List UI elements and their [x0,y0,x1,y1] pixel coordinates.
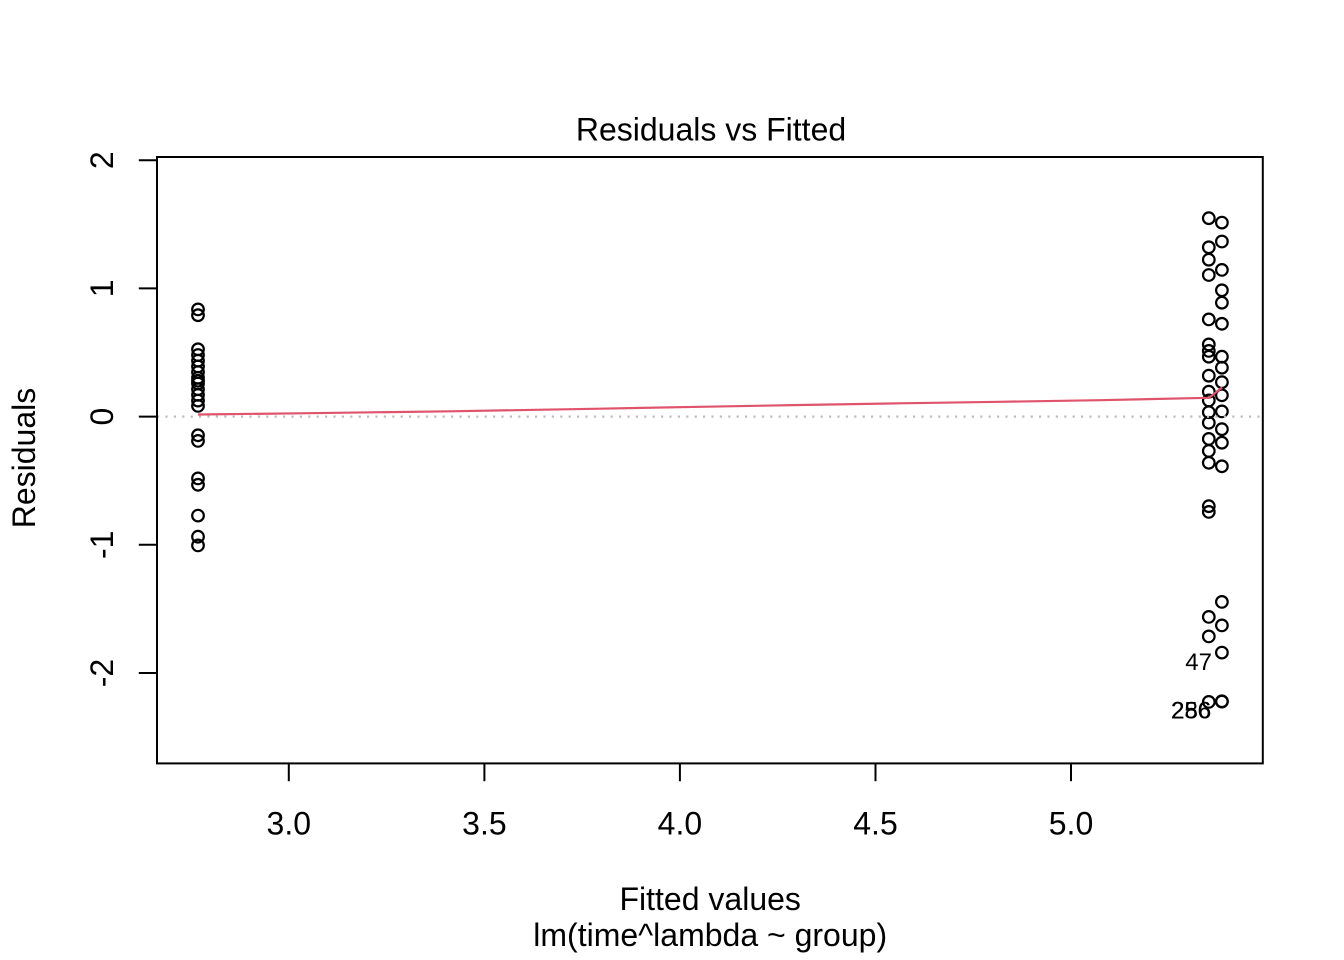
svg-text:4.5: 4.5 [853,806,897,842]
svg-text:Fitted values: Fitted values [619,881,800,917]
svg-text:256: 256 [1171,698,1211,725]
svg-text:lm(time^lambda ~ group): lm(time^lambda ~ group) [533,917,887,953]
svg-text:-1: -1 [84,531,120,559]
svg-text:0: 0 [84,408,120,426]
svg-text:1: 1 [84,280,120,298]
svg-text:Residuals vs Fitted: Residuals vs Fitted [576,112,846,148]
svg-text:Residuals: Residuals [6,388,42,529]
svg-text:3.5: 3.5 [462,806,506,842]
svg-text:5.0: 5.0 [1049,806,1093,842]
svg-text:2: 2 [84,151,120,169]
svg-text:4.0: 4.0 [658,806,702,842]
svg-text:47: 47 [1185,649,1212,676]
svg-text:-2: -2 [84,659,120,687]
svg-text:286: 286 [1171,698,1211,725]
svg-text:3.0: 3.0 [267,806,311,842]
